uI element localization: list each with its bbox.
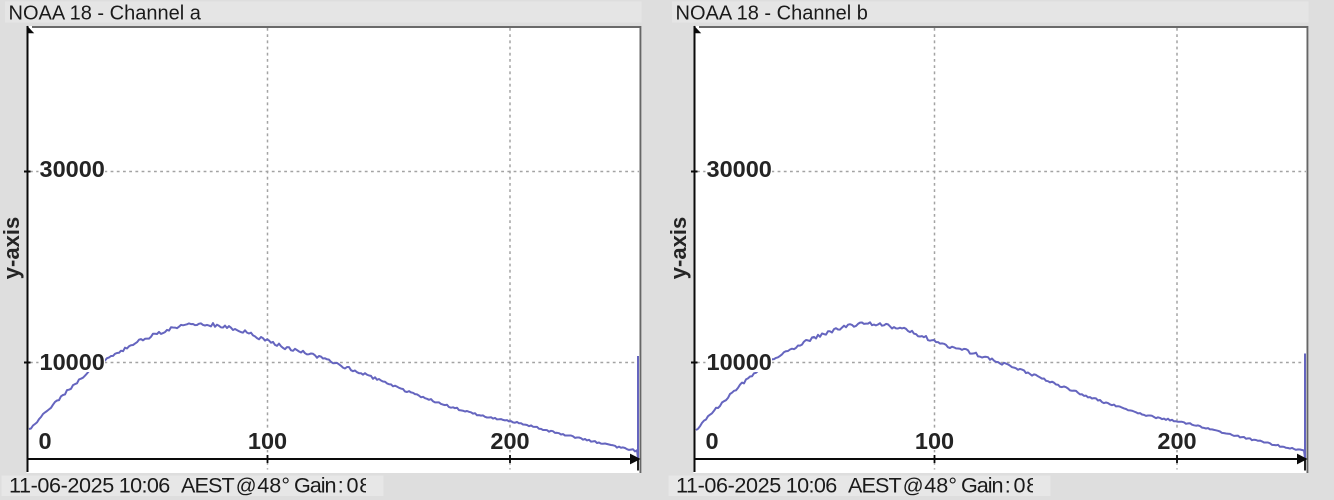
svg-text:0: 0 bbox=[38, 428, 51, 454]
svg-text:10000: 10000 bbox=[40, 349, 105, 375]
svg-text:10:06: 10:06 bbox=[119, 473, 170, 498]
svg-text:NOAA 18 - Channel b: NOAA 18 - Channel b bbox=[676, 3, 868, 25]
svg-text:@: @ bbox=[903, 475, 924, 498]
svg-text:y-axis: y-axis bbox=[0, 217, 24, 279]
svg-text:@: @ bbox=[236, 475, 257, 498]
svg-text:AEST: AEST bbox=[181, 473, 235, 498]
svg-text:100: 100 bbox=[915, 428, 954, 454]
svg-text:10:06: 10:06 bbox=[786, 473, 837, 498]
svg-text:Gain: Gain bbox=[294, 473, 335, 498]
svg-text:10000: 10000 bbox=[707, 349, 772, 375]
svg-text:48°: 48° bbox=[924, 473, 957, 498]
svg-text:8: 8 bbox=[1026, 473, 1038, 498]
svg-text:200: 200 bbox=[490, 428, 529, 454]
svg-text:200: 200 bbox=[1157, 428, 1196, 454]
svg-text:AEST: AEST bbox=[848, 473, 902, 498]
svg-text:100: 100 bbox=[248, 428, 287, 454]
svg-text:8: 8 bbox=[359, 473, 371, 498]
svg-text:30000: 30000 bbox=[707, 156, 772, 182]
svg-text:Gain: Gain bbox=[961, 473, 1002, 498]
svg-text:11-06-2025: 11-06-2025 bbox=[9, 473, 114, 498]
svg-text:0: 0 bbox=[347, 473, 359, 498]
svg-text::: : bbox=[1005, 473, 1011, 498]
svg-text:NOAA 18 - Channel a: NOAA 18 - Channel a bbox=[9, 3, 202, 25]
svg-text:y-axis: y-axis bbox=[666, 217, 691, 279]
svg-text:0: 0 bbox=[1014, 473, 1026, 498]
svg-text:30000: 30000 bbox=[40, 156, 105, 182]
svg-text:0: 0 bbox=[705, 428, 718, 454]
svg-text:48°: 48° bbox=[257, 473, 290, 498]
svg-text::: : bbox=[338, 473, 344, 498]
svg-text:11-06-2025: 11-06-2025 bbox=[676, 473, 781, 498]
